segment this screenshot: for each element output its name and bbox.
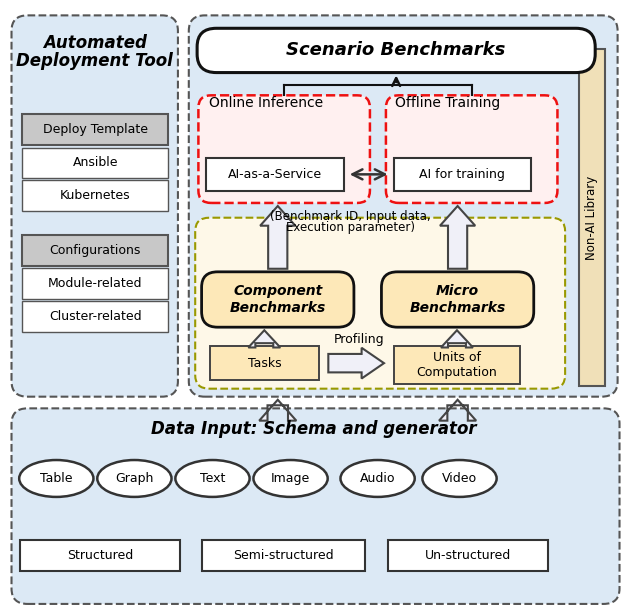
Polygon shape [260,206,296,269]
Text: Units of
Computation: Units of Computation [417,351,497,379]
Text: Module-related: Module-related [48,277,143,290]
Ellipse shape [175,460,250,497]
Polygon shape [441,330,473,347]
Ellipse shape [19,460,93,497]
Ellipse shape [422,460,497,497]
Bar [22,301,168,332]
Ellipse shape [253,460,328,497]
Polygon shape [439,400,476,421]
Text: Tasks: Tasks [248,357,281,370]
Text: Kubernetes: Kubernetes [60,189,131,202]
Polygon shape [328,347,384,378]
Polygon shape [259,400,296,421]
Bar [22,114,168,145]
Bar [210,346,319,380]
Text: Configurations: Configurations [50,244,141,257]
Bar [394,158,531,191]
Text: Offline Training: Offline Training [396,97,500,110]
FancyBboxPatch shape [189,15,618,397]
Text: Ansible: Ansible [72,156,118,170]
FancyBboxPatch shape [12,15,178,397]
FancyBboxPatch shape [202,272,354,327]
Polygon shape [248,330,280,347]
Text: Execution parameter): Execution parameter) [286,221,415,234]
Text: AI for training: AI for training [419,168,506,181]
Polygon shape [440,206,475,269]
Text: Graph: Graph [115,472,154,485]
Text: Micro
Benchmarks: Micro Benchmarks [410,284,506,315]
Text: Text: Text [200,472,225,485]
Ellipse shape [97,460,172,497]
FancyBboxPatch shape [381,272,534,327]
Text: Table: Table [40,472,72,485]
Text: Un-structured: Un-structured [425,549,511,562]
Text: Cluster-related: Cluster-related [49,310,141,323]
Bar [22,268,168,299]
Text: Deploy Template: Deploy Template [43,122,148,136]
Bar [20,540,180,571]
FancyBboxPatch shape [12,408,620,604]
Bar [388,540,548,571]
FancyBboxPatch shape [386,95,557,203]
Bar [22,180,168,211]
Text: Image: Image [271,472,310,485]
Bar [206,158,344,191]
Bar [22,148,168,178]
Text: Profiling: Profiling [333,333,385,346]
Ellipse shape [340,460,415,497]
Text: Deployment Tool: Deployment Tool [16,52,173,71]
FancyBboxPatch shape [195,218,565,389]
Text: Structured: Structured [67,549,134,562]
Bar [22,235,168,266]
Text: Semi-structured: Semi-structured [234,549,334,562]
Bar [394,346,520,384]
Text: Automated: Automated [43,34,147,52]
Text: Audio: Audio [360,472,396,485]
Text: Online Inference: Online Inference [209,97,323,110]
Text: Non-AI Library: Non-AI Library [586,176,598,260]
Bar [202,540,365,571]
Text: (Benchmark ID, Input data,: (Benchmark ID, Input data, [271,210,431,223]
Text: Video: Video [442,472,477,485]
FancyBboxPatch shape [197,28,595,73]
Text: AI-as-a-Service: AI-as-a-Service [228,168,322,181]
Bar [579,49,605,386]
Text: Component
Benchmarks: Component Benchmarks [230,284,326,315]
Text: Data Input: Schema and generator: Data Input: Schema and generator [151,420,476,438]
FancyBboxPatch shape [198,95,370,203]
Text: Scenario Benchmarks: Scenario Benchmarks [287,41,506,60]
